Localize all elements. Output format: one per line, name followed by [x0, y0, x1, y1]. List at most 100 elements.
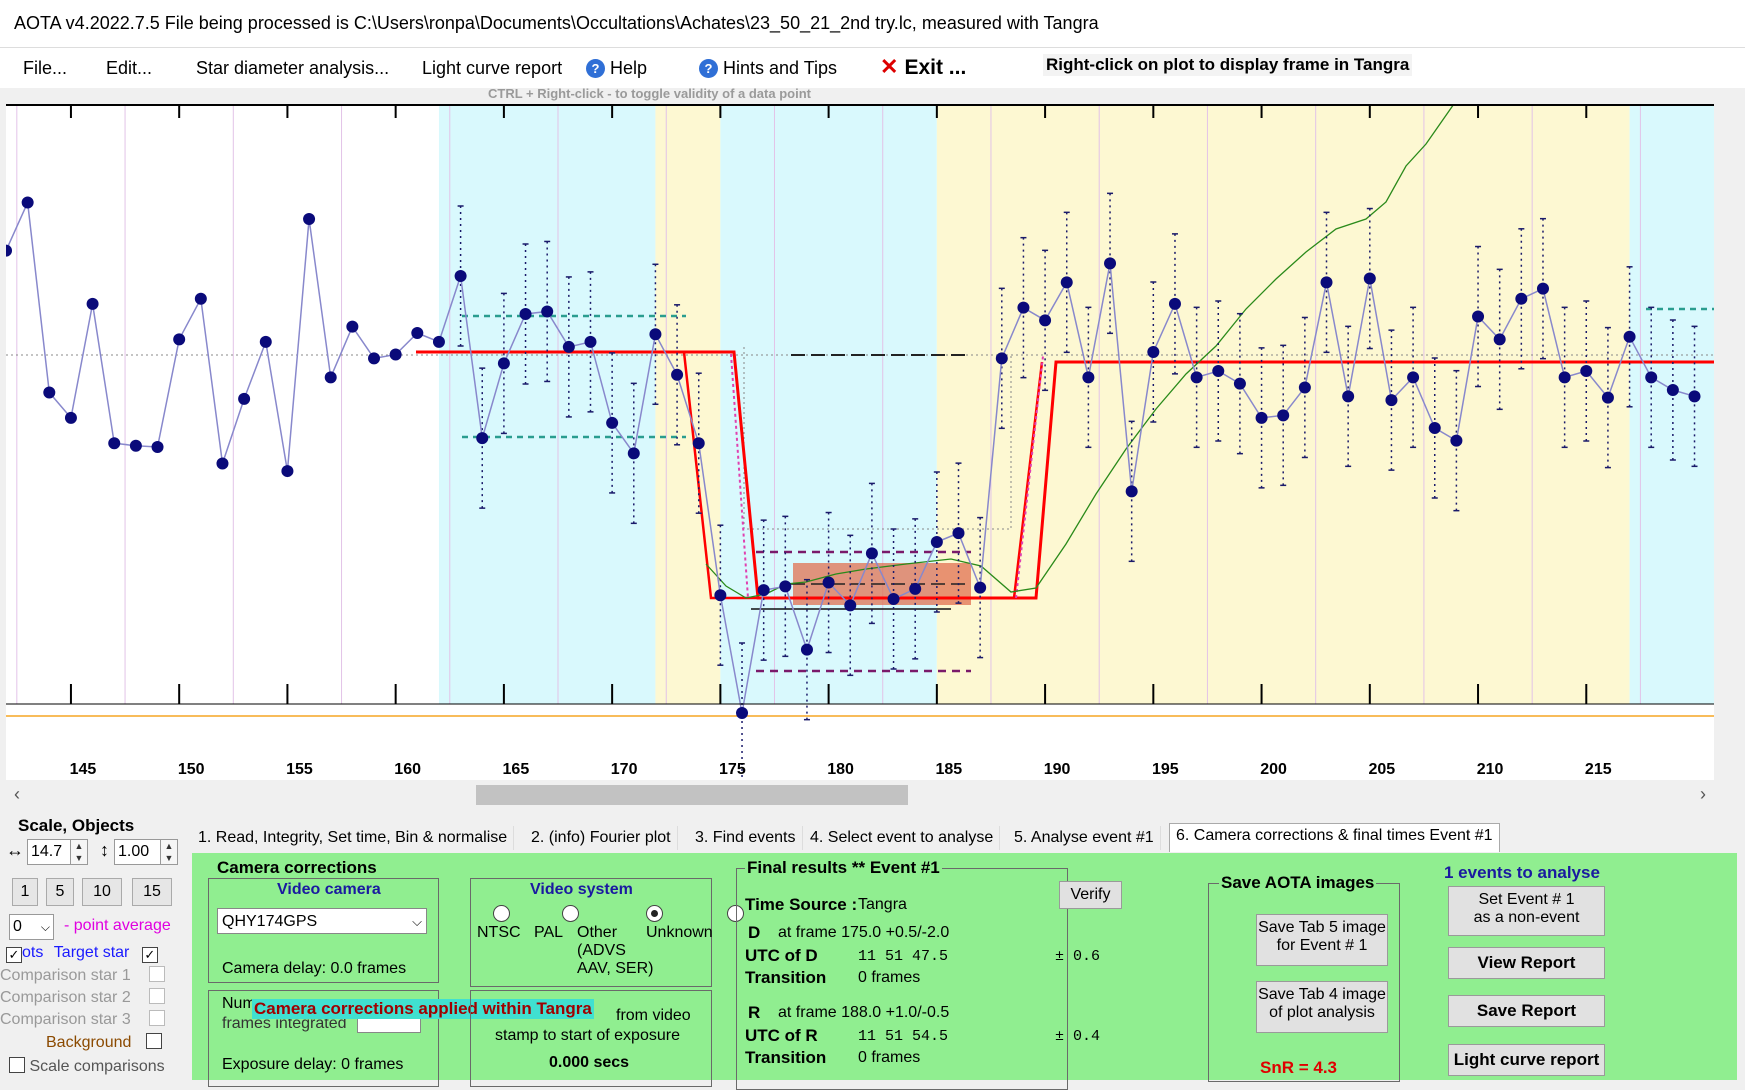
scroll-left-arrow-icon[interactable]: ‹	[14, 784, 20, 804]
ntsc-radio[interactable]	[493, 905, 510, 922]
data-point[interactable]	[1666, 384, 1679, 396]
data-point[interactable]	[1428, 422, 1441, 434]
data-point[interactable]	[1450, 434, 1463, 447]
data-point[interactable]	[1623, 330, 1636, 343]
data-point[interactable]	[800, 643, 813, 656]
data-point[interactable]	[1385, 394, 1398, 407]
data-point[interactable]	[411, 327, 424, 339]
data-point[interactable]	[1125, 485, 1138, 498]
data-point[interactable]	[1601, 391, 1614, 404]
data-point[interactable]	[844, 599, 857, 612]
comparison-1-checkbox[interactable]	[149, 966, 166, 982]
data-point[interactable]	[930, 536, 943, 548]
data-point[interactable]	[1212, 365, 1225, 377]
data-point[interactable]	[1277, 409, 1290, 422]
data-point[interactable]	[1017, 301, 1030, 314]
data-point[interactable]	[1082, 371, 1095, 384]
data-point[interactable]	[259, 335, 272, 348]
data-point[interactable]	[1255, 411, 1268, 424]
menu-file[interactable]: File...	[23, 58, 68, 78]
data-point[interactable]	[952, 527, 965, 540]
pal-radio[interactable]	[562, 905, 580, 922]
data-point[interactable]	[541, 305, 554, 318]
data-point[interactable]	[21, 196, 34, 209]
data-point[interactable]	[1233, 377, 1246, 390]
data-point[interactable]	[497, 357, 510, 370]
data-point[interactable]	[1558, 371, 1571, 384]
data-point[interactable]	[1342, 390, 1355, 403]
tab-fourier[interactable]: 2. (info) Fourier plot	[525, 826, 678, 850]
data-point[interactable]	[671, 368, 684, 381]
data-point[interactable]	[519, 308, 532, 320]
data-point[interactable]	[562, 340, 575, 353]
save-report-button[interactable]: Save Report	[1448, 995, 1605, 1027]
verify-button[interactable]: Verify	[1059, 881, 1122, 909]
data-point[interactable]	[1060, 276, 1073, 289]
menu-hints[interactable]: ? Hints and Tips	[699, 58, 837, 79]
tab-select-event[interactable]: 4. Select event to analyse	[804, 826, 1001, 850]
scale-comparisons-checkbox[interactable]	[9, 1057, 25, 1073]
data-point[interactable]	[736, 707, 749, 719]
background-checkbox[interactable]	[145, 1033, 162, 1049]
tab-camera-corrections[interactable]: 6. Camera corrections & final times Even…	[1169, 823, 1500, 852]
data-point[interactable]	[714, 589, 727, 602]
data-point[interactable]	[627, 447, 640, 460]
data-point[interactable]	[1645, 371, 1658, 384]
data-point[interactable]	[454, 270, 467, 282]
data-point[interactable]	[1298, 381, 1311, 394]
data-point[interactable]	[86, 297, 99, 310]
menu-light-curve-report[interactable]: Light curve report	[422, 58, 563, 78]
menu-exit[interactable]: ✕ Exit ...	[880, 54, 966, 80]
data-point[interactable]	[173, 333, 186, 346]
data-point[interactable]	[584, 335, 597, 348]
data-point[interactable]	[368, 352, 381, 365]
data-point[interactable]	[974, 581, 987, 594]
target-star-checkbox[interactable]: ✓	[141, 947, 158, 963]
data-point[interactable]	[1407, 371, 1420, 384]
data-point[interactable]	[1320, 276, 1333, 289]
scroll-right-arrow-icon[interactable]: ›	[1700, 784, 1706, 804]
scroll-thumb[interactable]	[476, 785, 908, 805]
unknown-radio[interactable]	[727, 905, 745, 922]
data-point[interactable]	[692, 437, 705, 450]
menu-help[interactable]: ? Help	[586, 58, 647, 79]
save-tab4-image-button[interactable]: Save Tab 4 image of plot analysis	[1256, 981, 1388, 1033]
data-point[interactable]	[865, 547, 878, 560]
data-point[interactable]	[108, 437, 121, 450]
other-radio[interactable]	[645, 905, 663, 922]
data-point[interactable]	[909, 582, 922, 595]
data-point[interactable]	[1363, 272, 1376, 285]
light-curve-report-button[interactable]: Light curve report	[1448, 1044, 1605, 1076]
data-point[interactable]	[1472, 310, 1485, 323]
data-point[interactable]	[606, 416, 619, 429]
data-point[interactable]	[0, 244, 12, 257]
data-point[interactable]	[1515, 292, 1528, 305]
data-point[interactable]	[216, 457, 229, 470]
data-point[interactable]	[649, 328, 662, 341]
data-point[interactable]	[1147, 346, 1160, 358]
point-average-select[interactable]: 0 ⌵	[9, 914, 54, 940]
set-non-event-button[interactable]: Set Event # 1 as a non-event	[1448, 886, 1605, 936]
data-point[interactable]	[194, 292, 207, 305]
data-point[interactable]	[238, 392, 251, 405]
menu-star-diameter[interactable]: Star diameter analysis...	[196, 58, 390, 78]
data-point[interactable]	[129, 439, 142, 452]
data-point[interactable]	[389, 348, 402, 361]
vertical-scale-spinner[interactable]: ▲ ▼	[160, 839, 178, 865]
data-point[interactable]	[281, 465, 294, 478]
camera-select[interactable]: QHY174GPS ⌵	[217, 908, 427, 934]
data-point[interactable]	[64, 411, 77, 424]
light-curve-plot[interactable]: 145 150 155 160 165 170 175 180 185 190 195 200 205 2…	[0, 100, 1714, 784]
data-point[interactable]	[1536, 282, 1549, 295]
save-tab5-image-button[interactable]: Save Tab 5 image for Event # 1	[1256, 914, 1388, 966]
data-point[interactable]	[1104, 257, 1117, 270]
pts-checkbox[interactable]: ✓	[6, 947, 22, 963]
data-point[interactable]	[151, 441, 164, 453]
data-point[interactable]	[995, 352, 1008, 365]
data-point[interactable]	[43, 386, 56, 399]
data-point[interactable]	[779, 580, 792, 593]
tab-analyse-event[interactable]: 5. Analyse event #1	[1008, 826, 1161, 850]
data-point[interactable]	[303, 213, 316, 225]
horizontal-scale-spinner[interactable]: ▲ ▼	[70, 839, 88, 865]
menu-edit[interactable]: Edit...	[106, 58, 153, 78]
